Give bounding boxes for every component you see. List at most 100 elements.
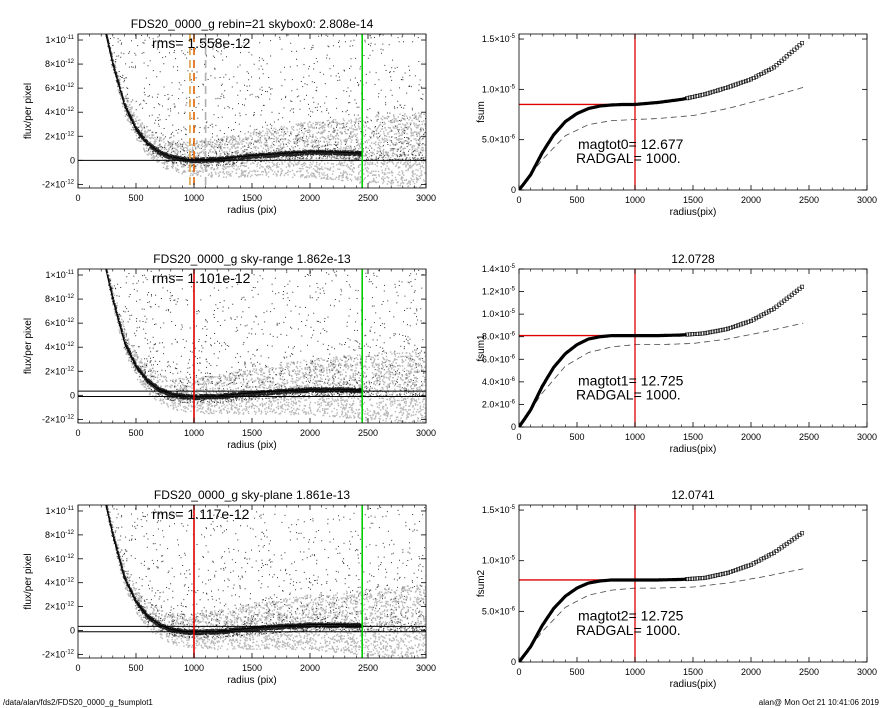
- data-point: [705, 575, 710, 580]
- dashed-curve: [519, 568, 804, 662]
- x-tick-label: 2500: [799, 432, 819, 442]
- data-point: [718, 328, 723, 333]
- x-tick-label: 1500: [683, 667, 703, 677]
- data-point: [708, 90, 713, 95]
- data-point: [703, 331, 708, 336]
- y-axis-label: flux/per pixel: [23, 318, 34, 374]
- y-axis-label: flux/per pixel: [23, 553, 34, 609]
- data-point: [697, 331, 702, 336]
- y-tick-label: 8×10-12: [45, 294, 75, 304]
- y-tick-label: 1.0×10-5: [482, 556, 516, 566]
- chart-title: FDS20_0000_g sky-plane 1.861e-13: [154, 488, 350, 502]
- y-tick-label: 6.0×10-6: [482, 354, 516, 364]
- data-point: [759, 313, 764, 318]
- data-point: [738, 80, 743, 85]
- x-axis-label: radius(pix): [670, 444, 717, 455]
- data-point: [731, 324, 736, 329]
- data-point: [771, 65, 776, 70]
- data-point: [733, 82, 738, 87]
- y-tick-label: 1.5×10-5: [482, 34, 516, 44]
- radgal-annotation: RADGAL= 1000.: [576, 387, 681, 403]
- x-tick-label: 0: [75, 428, 80, 438]
- data-point: [748, 562, 753, 567]
- y-tick-label: 5.0×10-6: [482, 606, 516, 616]
- y-tick-label: 0: [70, 155, 75, 165]
- data-point: [784, 54, 789, 59]
- chart-title: FDS20_0000_g sky-range 1.862e-13: [153, 252, 351, 266]
- data-point: [743, 564, 748, 569]
- data-point: [746, 319, 751, 324]
- footer-timestamp: alan@ Mon Oct 21 10:41:06 2019: [758, 698, 879, 707]
- data-point: [777, 60, 782, 65]
- data-point: [697, 576, 702, 581]
- x-tick-label: 500: [128, 663, 143, 673]
- data-point: [751, 317, 756, 322]
- x-tick-label: 1500: [683, 432, 703, 442]
- data-point: [777, 302, 782, 307]
- plot-frame: [518, 504, 868, 663]
- y-tick-label: 1.5×10-5: [482, 505, 516, 515]
- data-point: [731, 568, 736, 573]
- data-point: [754, 560, 759, 565]
- y-axis-label: fsum1: [476, 334, 487, 362]
- data-point: [713, 89, 718, 94]
- data-point: [695, 576, 700, 581]
- data-point: [759, 557, 764, 562]
- data-point: [764, 554, 769, 559]
- magtot-annotation: magtot2= 12.725: [578, 608, 684, 624]
- x-tick-label: 2500: [358, 428, 378, 438]
- x-tick-label: 1500: [242, 193, 262, 203]
- data-point: [685, 577, 690, 582]
- rms-annotation: rms= 1.117e-12: [152, 506, 250, 522]
- y-tick-label: 4×10-12: [45, 342, 75, 352]
- data-point: [741, 565, 746, 570]
- data-point: [725, 85, 730, 90]
- plot-area: [519, 505, 804, 662]
- x-tick-label: 1000: [184, 663, 204, 673]
- x-tick-label: 2000: [300, 193, 320, 203]
- x-tick-label: 500: [128, 193, 143, 203]
- x-tick-label: 1500: [242, 428, 262, 438]
- x-tick-label: 2000: [300, 428, 320, 438]
- x-tick-label: 0: [516, 195, 521, 205]
- x-tick-label: 1000: [625, 432, 645, 442]
- data-point: [764, 69, 769, 74]
- y-tick-label: 6×10-12: [45, 554, 75, 564]
- magtot-annotation: magtot0= 12.677: [578, 136, 684, 152]
- rms-annotation: rms= 1.558e-12: [152, 35, 251, 51]
- x-tick-label: 2500: [799, 195, 819, 205]
- x-tick-label: 1500: [683, 195, 703, 205]
- chart-title: 12.0741: [671, 488, 715, 502]
- chart-title: FDS20_0000_g rebin=21 skybox0: 2.808e-14: [131, 17, 374, 31]
- data-point: [741, 79, 746, 84]
- y-tick-label: 0: [70, 390, 75, 400]
- data-point: [799, 284, 804, 289]
- data-point: [723, 86, 728, 91]
- x-tick-label: 0: [75, 193, 80, 203]
- y-tick-label: 4×10-12: [45, 107, 75, 117]
- x-tick-label: 3000: [416, 663, 436, 673]
- data-point: [794, 45, 799, 50]
- chart-title: 12.0728: [671, 252, 715, 266]
- x-tick-label: 500: [569, 667, 584, 677]
- data-point: [756, 73, 761, 78]
- x-tick-label: 2000: [741, 195, 761, 205]
- plot-frame: [77, 33, 427, 189]
- data-point: [733, 568, 738, 573]
- data-point: [736, 81, 741, 86]
- data-point: [720, 327, 725, 332]
- data-point: [720, 571, 725, 576]
- y-tick-label: 0: [70, 626, 75, 636]
- y-tick-label: 0: [511, 657, 516, 667]
- x-tick-label: 0: [516, 432, 521, 442]
- data-point: [692, 576, 697, 581]
- x-tick-label: 1000: [625, 195, 645, 205]
- plot-area: [519, 34, 804, 190]
- data-point: [787, 52, 792, 57]
- y-tick-label: 2×10-12: [45, 602, 75, 612]
- x-tick-label: 500: [569, 195, 584, 205]
- x-tick-label: 0: [516, 667, 521, 677]
- data-point: [720, 86, 725, 91]
